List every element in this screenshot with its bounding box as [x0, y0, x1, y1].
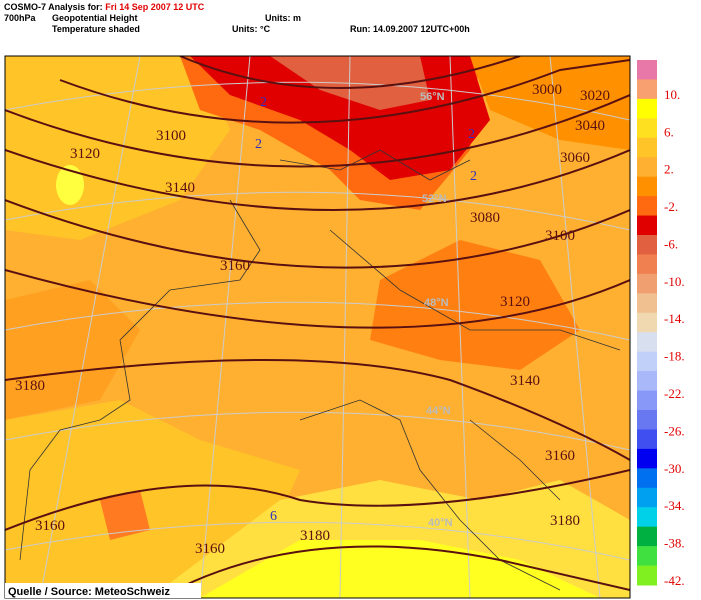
colorbar-swatch: [637, 273, 657, 294]
latitude-label: 44°N: [426, 405, 451, 417]
colorbar-swatch: [637, 468, 657, 489]
colorbar-swatch: [637, 371, 657, 392]
contour-label: 3180: [15, 378, 45, 394]
colorbar-label: -38.: [664, 536, 685, 551]
graticule: [5, 56, 630, 598]
contour-label: 3140: [510, 373, 540, 389]
colorbar-swatch: [637, 176, 657, 197]
colorbar: 10. 6. 2. -2. -6. -10. -14. -18. -22. -26. -30. -34…: [637, 60, 685, 588]
contour-label: 3080: [470, 210, 500, 226]
shade-alps: [370, 240, 580, 370]
colorbar-label: -10.: [664, 274, 685, 289]
colorbar-swatch: [637, 235, 657, 255]
colorbar-label: -2.: [664, 199, 678, 214]
colorbar-label: 6.: [664, 124, 674, 139]
colorbar-swatch: [637, 487, 657, 508]
contours: [5, 56, 630, 598]
title: COSMO-7 Analysis for: Fri 14 Sep 2007 12…: [4, 2, 204, 12]
colorbar-label: -30.: [664, 461, 685, 476]
source: Quelle / Source: MeteoSchweiz: [8, 586, 170, 598]
colorbar-label: -26.: [664, 423, 685, 438]
colorbar-swatch: [637, 332, 657, 353]
colorbar-swatch: [637, 546, 657, 567]
colorbar-label: -34.: [664, 498, 685, 513]
colorbar-swatch: [637, 196, 657, 217]
temperature-label: 2: [260, 95, 267, 110]
temperature-label: 2: [470, 169, 477, 184]
colorbar-swatch: [637, 293, 657, 314]
field-1-units: Units: m: [265, 13, 301, 23]
colorbar-label: -6.: [664, 236, 678, 251]
temperature-label: 2: [255, 137, 262, 152]
contour-label: 3140: [165, 180, 195, 196]
colorbar-label: -14.: [664, 311, 685, 326]
contour-label: 3120: [70, 146, 100, 162]
temperature-label: 6: [270, 509, 277, 524]
colorbar-swatch: [637, 526, 657, 547]
contour-label: 3020: [580, 88, 610, 104]
contour-label: 3160: [545, 448, 575, 464]
field-1: Geopotential Height: [52, 13, 138, 23]
colorbar-swatch: [637, 565, 657, 586]
colorbar-swatch: [637, 390, 657, 411]
colorbar-label: 10.: [664, 87, 680, 102]
colorbar-swatch: [637, 60, 657, 80]
contour-label: 3100: [545, 228, 575, 244]
colorbar-label: -18.: [664, 349, 685, 364]
colorbar-swatch: [637, 507, 657, 528]
colorbar-swatch: [637, 157, 657, 178]
map: 3000 3020 3040 3060 3080 3100 3100 3120 …: [5, 56, 630, 598]
colorbar-swatch: [637, 79, 657, 100]
latitude-label: 56°N: [420, 91, 445, 103]
temperature-label: 2: [468, 127, 475, 142]
latitude-label: 48°N: [424, 297, 449, 309]
colorbar-label: 2.: [664, 162, 674, 177]
colorbar-swatch: [637, 254, 657, 275]
contour-label: 3180: [550, 513, 580, 529]
contour-label: 3160: [195, 541, 225, 557]
contour-label: 3000: [532, 82, 562, 98]
contour-label: 3100: [156, 128, 186, 144]
colorbar-swatch: [637, 118, 657, 139]
colorbar-label: -42.: [664, 573, 685, 588]
colorbar-swatch: [637, 351, 657, 372]
field-2: Temperature shaded: [52, 24, 140, 34]
shade-spot: [56, 165, 84, 205]
colorbar-swatch: [637, 410, 657, 430]
colorbar-swatch: [637, 137, 657, 158]
map-frame: [4, 55, 631, 599]
colorbar-swatch: [637, 448, 657, 469]
colorbar-swatch: [637, 312, 657, 333]
run: Run: 14.09.2007 12UTC+00h: [350, 24, 470, 34]
title-date: Fri 14 Sep 2007 12 UTC: [105, 2, 205, 12]
contour-label: 3060: [560, 150, 590, 166]
colorbar-swatch: [637, 98, 657, 119]
contour-label: 3160: [220, 258, 250, 274]
field-2-units: Units: °C: [232, 24, 271, 34]
shade-orange-ne: [470, 56, 630, 150]
colorbar-label: -22.: [664, 386, 685, 401]
level: 700hPa: [4, 13, 36, 23]
contour-label: 3180: [300, 528, 330, 544]
source-box: [5, 583, 201, 598]
contour-label: 3120: [500, 294, 530, 310]
shade-spot: [100, 490, 150, 540]
latitude-label: 52°N: [422, 193, 447, 205]
contour-label: 3040: [575, 118, 605, 134]
shade-yellow: [200, 540, 600, 598]
colorbar-swatch: [637, 215, 657, 236]
colorbar-swatch: [637, 429, 657, 450]
title-prefix: COSMO-7 Analysis for:: [4, 2, 103, 12]
shade-west: [5, 280, 140, 420]
latitude-label: 40°N: [428, 517, 453, 529]
contour-label: 3160: [35, 518, 65, 534]
